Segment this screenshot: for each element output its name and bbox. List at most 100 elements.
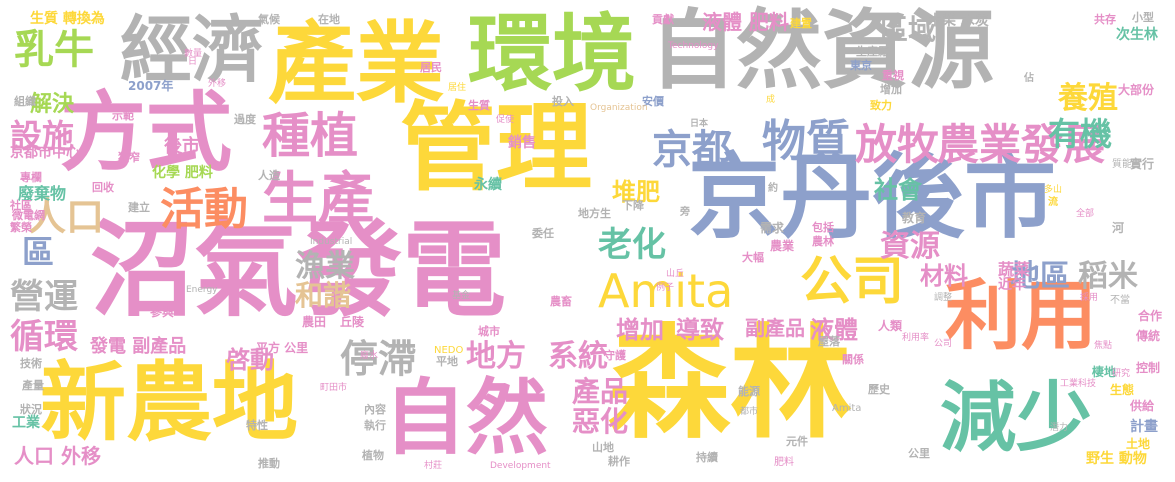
word: 傳統: [1136, 329, 1161, 343]
word: 潛力: [1050, 423, 1069, 433]
word: 調整: [934, 293, 953, 303]
word: 在地: [318, 13, 340, 26]
word: 農田: [302, 315, 327, 329]
word: 生態: [1110, 383, 1135, 397]
word: 推動: [258, 457, 280, 470]
word: 生產厰: [856, 45, 889, 58]
word: 解決: [30, 92, 75, 117]
word: 專欄: [20, 171, 42, 184]
word: 貢獻: [652, 13, 674, 26]
word: 繁榮: [10, 221, 32, 234]
word: 下降: [622, 199, 644, 212]
word: 歷史: [868, 383, 890, 396]
word: 農林: [812, 235, 834, 248]
word: 稻米: [1078, 259, 1138, 294]
word: 地方生: [578, 207, 611, 220]
word: 化學 肥料: [152, 165, 213, 181]
word: 環境: [468, 5, 637, 103]
word: 產量: [22, 379, 44, 392]
word: 京都: [652, 127, 732, 173]
word: 增加: [616, 316, 664, 344]
word: 老化: [598, 225, 666, 265]
word: 物質: [762, 116, 850, 167]
word: 工業科技: [1060, 379, 1097, 389]
word: 區域: [880, 13, 937, 46]
word: 狹窄: [118, 151, 140, 164]
word: 居民: [420, 61, 442, 74]
word: 合作: [1138, 309, 1163, 323]
word: 流: [1048, 197, 1058, 208]
word: 約: [768, 183, 778, 194]
word: Industrial: [310, 237, 353, 247]
word: 沼氣發電: [90, 209, 507, 331]
word: 管理: [400, 92, 592, 204]
word: 後市: [164, 136, 200, 157]
word: 研究: [1112, 369, 1131, 379]
word: 啓動: [226, 346, 274, 374]
word: 農業: [770, 239, 795, 253]
word: 建置: [790, 17, 812, 30]
word: 計畫: [1130, 419, 1158, 435]
word: 停滯: [340, 337, 417, 381]
word: 致力: [870, 99, 892, 112]
word: 森林: [608, 313, 852, 455]
word: 元件: [786, 435, 808, 448]
word: 次生林: [1116, 27, 1158, 43]
word: 液體: [810, 316, 858, 344]
word: 發電 副產品: [90, 336, 187, 357]
word: 農業發展: [937, 120, 1106, 169]
word: 基金: [452, 291, 471, 301]
word: 廢棄物: [18, 184, 67, 203]
word: 控制: [1136, 361, 1161, 375]
word: Amita: [598, 264, 734, 318]
word: 區: [22, 233, 55, 271]
word: 例子: [656, 283, 675, 293]
word: 地區: [1010, 259, 1070, 294]
word: Development: [490, 461, 551, 471]
word: 屋落: [818, 335, 840, 348]
word: 漁業: [295, 249, 355, 284]
word: 執行: [364, 419, 386, 432]
word: 回收: [92, 181, 114, 194]
word: 自然: [384, 371, 549, 466]
word: 工業: [12, 415, 40, 431]
word: 技術: [20, 357, 42, 370]
word: 和諧: [295, 279, 352, 312]
word: 種植: [262, 108, 359, 164]
word: 蔬菜: [998, 260, 1031, 279]
word: 數量: [184, 49, 203, 59]
word: 利用: [945, 271, 1097, 360]
word: 不當: [1110, 295, 1130, 306]
word: 安價: [642, 95, 664, 108]
word: 地方: [466, 339, 526, 374]
word: 平地: [436, 355, 458, 368]
word: 促使: [496, 115, 515, 125]
word: 京都市中心: [10, 145, 80, 161]
word: 副產品: [745, 316, 805, 340]
word: 惡化: [572, 405, 629, 438]
word: 特性: [246, 419, 268, 432]
word: 公司: [934, 339, 953, 349]
word: 教育: [902, 211, 927, 225]
word: Technology: [668, 41, 719, 51]
word: 町田市: [320, 383, 348, 393]
word: 農畜: [550, 295, 572, 308]
word: 廢水: [360, 351, 379, 361]
word: 組織: [14, 95, 36, 108]
word: 採用: [1080, 293, 1099, 303]
word: 近年: [998, 277, 1026, 293]
word: 城市: [478, 325, 500, 338]
word: 京丹後市: [688, 144, 1057, 251]
word: 人類: [878, 319, 903, 333]
word: 共存: [1094, 13, 1116, 26]
word: 狀況: [20, 403, 42, 416]
word: 產品: [572, 375, 629, 408]
word: 委任: [532, 227, 554, 240]
word: 河: [1112, 221, 1125, 235]
word: 公里: [908, 447, 930, 460]
word: 2007年: [128, 79, 174, 93]
word: 都市: [740, 407, 759, 417]
word: 木柴 木炭: [928, 13, 989, 29]
word: 微電網: [12, 209, 45, 222]
